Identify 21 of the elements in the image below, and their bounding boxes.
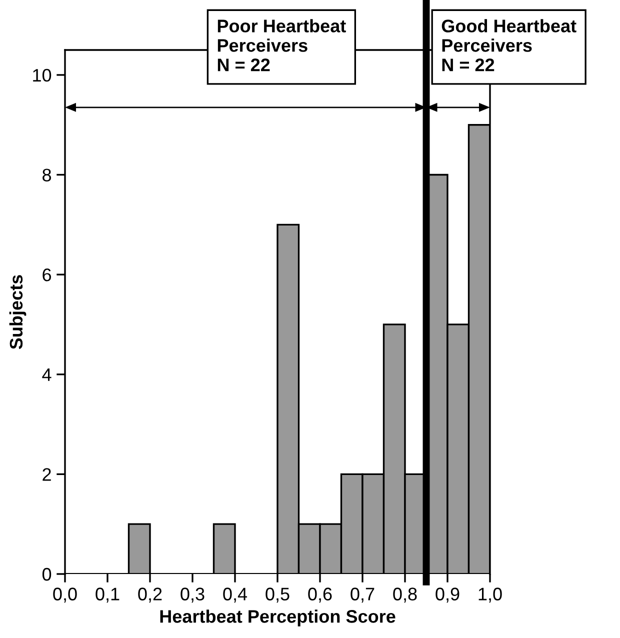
- x-tick-label: 1,0: [478, 588, 502, 603]
- y-tick-label: 2: [42, 468, 51, 481]
- x-tick-label: 0,7: [350, 588, 374, 603]
- x-tick-label: 0,3: [180, 588, 204, 603]
- x-tick-label: 0,5: [266, 588, 290, 603]
- x-tick-label: 0,6: [308, 588, 332, 603]
- x-tick-label: 0,1: [96, 588, 120, 603]
- y-tick-label: 8: [42, 168, 52, 182]
- y-axis-title: Subjects: [9, 275, 26, 350]
- y-tick-label: 10: [33, 68, 52, 82]
- x-tick-label: 0,8: [393, 588, 417, 603]
- annotation: Good Heartbeat Perceivers N = 22: [442, 19, 576, 72]
- y-tick-label: 6: [42, 268, 52, 282]
- annotation: Poor Heartbeat Perceivers N = 22: [218, 19, 346, 72]
- x-tick-label: 0,4: [223, 588, 248, 603]
- y-tick-label: 4: [42, 368, 52, 381]
- y-tick-label: 0: [42, 568, 52, 581]
- x-tick-label: 0,2: [138, 588, 162, 603]
- x-tick-label: 0,9: [436, 588, 460, 603]
- x-axis-title: Heartbeat Perception Score: [160, 610, 396, 626]
- x-tick-label: 0,0: [53, 588, 77, 603]
